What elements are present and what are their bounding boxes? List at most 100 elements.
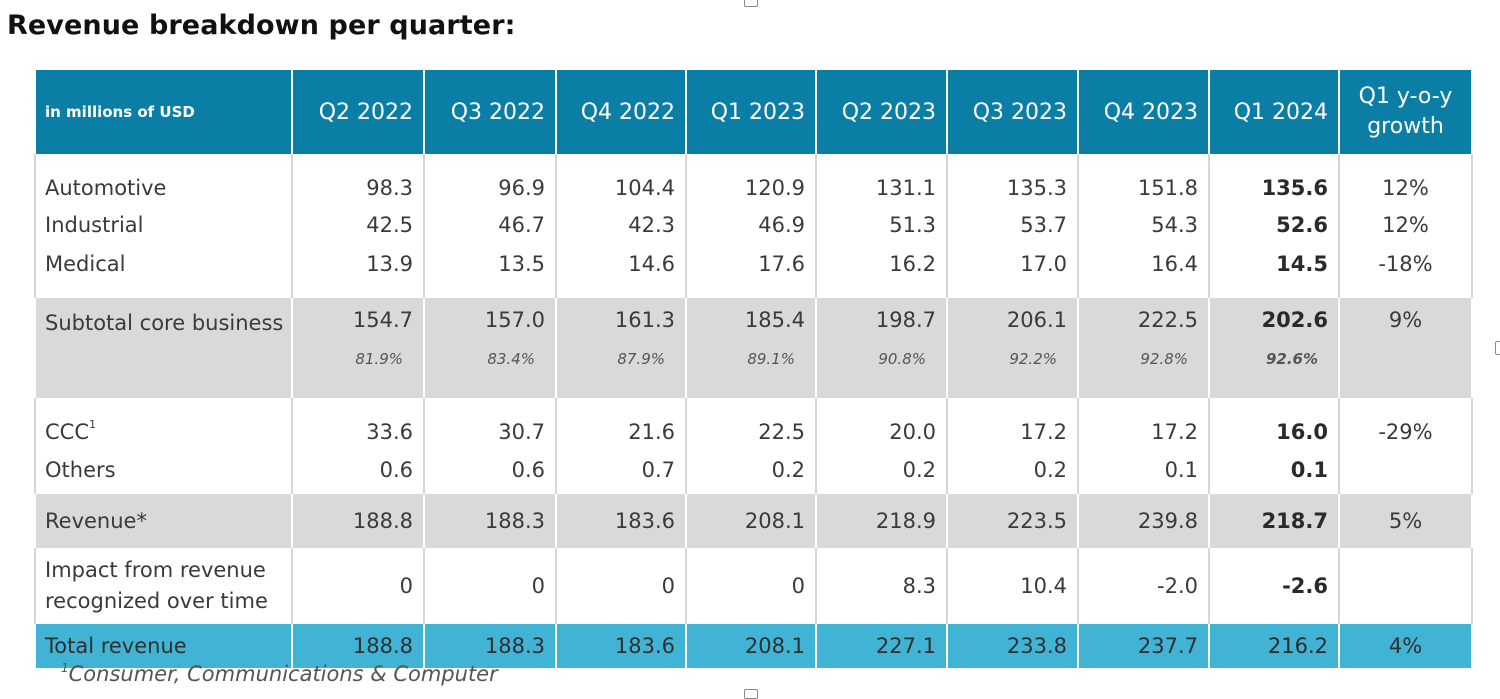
table-cell: 0	[685, 548, 817, 624]
share-of-revenue: 92.8%	[1140, 350, 1188, 368]
table-cell: 0	[423, 548, 557, 624]
resize-handle-bottom[interactable]	[744, 689, 758, 699]
table-cell: 161.3 87.9%	[555, 298, 687, 398]
table-cell: 16.2	[815, 248, 948, 298]
table-cell: 21.6	[555, 398, 687, 446]
cell-value: 198.7	[875, 308, 936, 332]
share-of-revenue: 81.9%	[355, 350, 403, 368]
table-cell: 8.3	[815, 548, 948, 624]
table-header-row: in millions of USD Q2 2022 Q3 2022 Q4 20…	[34, 70, 1473, 154]
share-of-revenue: 92.6%	[1265, 350, 1318, 368]
subtotal-row: Subtotal core business 154.7 81.9% 157.0 8…	[34, 298, 1473, 398]
table-row: Automotive 98.3 96.9 104.4 120.9 131.1 1…	[34, 154, 1473, 202]
row-label: CCC1	[34, 398, 293, 446]
growth-cell: 4%	[1338, 624, 1473, 668]
cell-value: 161.3	[614, 308, 675, 332]
row-label: Others	[34, 446, 293, 494]
table-cell-current: -2.6	[1208, 548, 1340, 624]
table-cell: 33.6	[291, 398, 425, 446]
table-cell: 17.2	[946, 398, 1079, 446]
table-cell: 183.6	[555, 494, 687, 548]
table-cell: 22.5	[685, 398, 817, 446]
table-cell: 218.9	[815, 494, 948, 548]
table-cell: 0.6	[423, 446, 557, 494]
table-cell: 16.4	[1077, 248, 1210, 298]
revenue-row: Revenue* 188.8 188.3 183.6 208.1 218.9 2…	[34, 494, 1473, 548]
share-of-revenue: 87.9%	[617, 350, 665, 368]
table-cell-current: 202.6 92.6%	[1208, 298, 1340, 398]
table-cell: 183.6	[555, 624, 687, 668]
table-cell: 188.8	[291, 624, 425, 668]
table-cell: 131.1	[815, 154, 948, 202]
table-cell: 46.9	[685, 202, 817, 248]
row-label: Medical	[34, 248, 293, 298]
table-cell: 42.5	[291, 202, 425, 248]
table-cell: 0	[291, 548, 425, 624]
table-cell: 188.3	[423, 624, 557, 668]
table-cell: 198.7 90.8%	[815, 298, 948, 398]
table-cell-current: 0.1	[1208, 446, 1340, 494]
column-header: Q3 2022	[423, 70, 557, 154]
table-cell: 154.7 81.9%	[291, 298, 425, 398]
resize-handle-top[interactable]	[744, 0, 758, 7]
table-cell: 98.3	[291, 154, 425, 202]
column-header: Q1 2023	[685, 70, 817, 154]
table-cell: 30.7	[423, 398, 557, 446]
table-cell-current: 135.6	[1208, 154, 1340, 202]
cell-value: 222.5	[1137, 308, 1198, 332]
table-cell: 222.5 92.8%	[1077, 298, 1210, 398]
table-cell: 223.5	[946, 494, 1079, 548]
row-label-text: CCC	[45, 420, 89, 444]
table-cell: 188.8	[291, 494, 425, 548]
table-cell: 53.7	[946, 202, 1079, 248]
table-cell-current: 16.0	[1208, 398, 1340, 446]
table-cell: 20.0	[815, 398, 948, 446]
table-cell: 13.9	[291, 248, 425, 298]
units-header: in millions of USD	[34, 70, 293, 154]
table-cell: 188.3	[423, 494, 557, 548]
table-cell: 233.8	[946, 624, 1079, 668]
share-of-revenue: 92.2%	[1009, 350, 1057, 368]
cell-value: 206.1	[1006, 308, 1067, 332]
table-cell: 96.9	[423, 154, 557, 202]
growth-column-header: Q1 y-o-y growth	[1338, 70, 1473, 154]
table-cell: 135.3	[946, 154, 1079, 202]
column-header: Q4 2023	[1077, 70, 1210, 154]
table-cell: 0.6	[291, 446, 425, 494]
column-header: Q2 2023	[815, 70, 948, 154]
table-cell: 46.7	[423, 202, 557, 248]
table-cell: 208.1	[685, 624, 817, 668]
table-row: Impact from revenue recognized over time…	[34, 548, 1473, 624]
revenue-table: in millions of USD Q2 2022 Q3 2022 Q4 20…	[34, 70, 1473, 668]
table-cell: 0.2	[685, 446, 817, 494]
table-cell: 0.2	[815, 446, 948, 494]
table-cell: 206.1 92.2%	[946, 298, 1079, 398]
table-cell: 120.9	[685, 154, 817, 202]
table-cell: 239.8	[1077, 494, 1210, 548]
growth-cell: 12%	[1338, 154, 1473, 202]
table-cell: 208.1	[685, 494, 817, 548]
table-cell: 13.5	[423, 248, 557, 298]
resize-handle-right[interactable]	[1495, 341, 1500, 355]
share-of-revenue: 89.1%	[747, 350, 795, 368]
row-label: Impact from revenue recognized over time	[34, 548, 293, 624]
row-label: Subtotal core business	[34, 298, 293, 398]
cell-value: 202.6	[1261, 308, 1328, 332]
table-row: Medical 13.9 13.5 14.6 17.6 16.2 17.0 16…	[34, 248, 1473, 298]
table-row: CCC1 33.6 30.7 21.6 22.5 20.0 17.2 17.2 …	[34, 398, 1473, 446]
column-header: Q1 2024	[1208, 70, 1340, 154]
table-cell: 0.2	[946, 446, 1079, 494]
footnote-marker: 1	[89, 418, 96, 431]
cell-value: 157.0	[484, 308, 545, 332]
column-header: Q4 2022	[555, 70, 687, 154]
column-header: Q2 2022	[291, 70, 425, 154]
table-cell: 17.0	[946, 248, 1079, 298]
share-of-revenue: 90.8%	[878, 350, 926, 368]
table-cell: 42.3	[555, 202, 687, 248]
table-cell: -2.0	[1077, 548, 1210, 624]
growth-cell	[1338, 446, 1473, 494]
table-cell: 10.4	[946, 548, 1079, 624]
row-label: Industrial	[34, 202, 293, 248]
footnote-marker: 1	[61, 661, 69, 675]
page-title: Revenue breakdown per quarter:	[7, 10, 516, 41]
